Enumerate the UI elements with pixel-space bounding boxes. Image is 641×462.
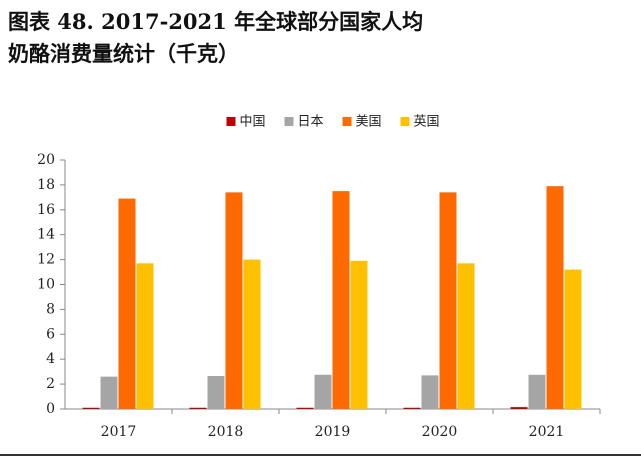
bar: [332, 191, 350, 409]
y-tick-label: 10: [37, 277, 55, 293]
y-tick-label: 20: [37, 152, 55, 168]
x-tick-label: 2018: [208, 424, 244, 440]
bar: [314, 374, 332, 409]
bar: [118, 198, 136, 409]
bar: [189, 407, 207, 409]
legend-label: 美国: [356, 115, 382, 130]
legend-label: 中国: [240, 115, 266, 130]
bar: [207, 376, 225, 409]
chart-title: 图表 48. 2017-2021 年全球部分国家人均奶酪消费量统计（千克）: [8, 9, 424, 66]
bar: [82, 407, 100, 409]
y-tick-label: 2: [46, 376, 55, 392]
y-tick-label: 16: [37, 202, 55, 218]
bar: [546, 186, 564, 409]
y-tick-label: 4: [46, 351, 55, 367]
bar: [564, 269, 582, 409]
y-tick-label: 8: [46, 301, 55, 317]
x-tick-label: 2021: [529, 424, 565, 440]
x-tick-label: 2017: [101, 424, 137, 440]
y-tick-label: 12: [37, 252, 55, 268]
bar: [439, 192, 457, 409]
legend-label: 英国: [414, 115, 440, 130]
bar: [528, 374, 546, 409]
legend-label: 日本: [298, 115, 324, 130]
bar: [243, 259, 261, 409]
y-tick-label: 14: [37, 227, 55, 243]
bar: [225, 192, 243, 409]
y-tick-label: 6: [46, 326, 55, 342]
legend-swatch: [400, 117, 410, 126]
legend-swatch: [342, 117, 352, 126]
bar: [421, 375, 439, 409]
legend-swatch: [226, 117, 236, 126]
legend-swatch: [284, 117, 294, 126]
bar: [457, 263, 475, 409]
bar: [403, 407, 421, 409]
bar: [296, 407, 314, 409]
x-tick-label: 2020: [422, 424, 458, 440]
bar: [350, 260, 368, 409]
bar: [510, 407, 528, 409]
bar: [136, 263, 154, 409]
x-tick-label: 2019: [315, 424, 351, 440]
y-tick-label: 18: [37, 177, 55, 193]
y-tick-label: 0: [46, 401, 55, 417]
bar: [100, 376, 118, 409]
